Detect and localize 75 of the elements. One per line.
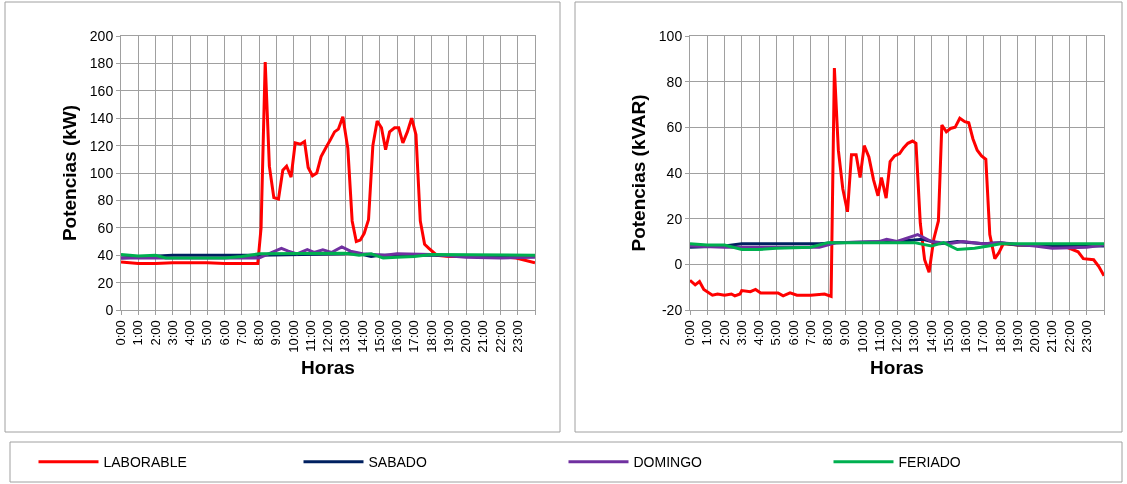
x-tick-label: 9:00: [837, 320, 853, 346]
y-axis-title: Potencias (kVAR): [627, 94, 649, 252]
y-axis-title: Potencias (kW): [58, 104, 80, 242]
y-tick-label: 40: [97, 247, 114, 264]
x-tick-label: 15:00: [940, 320, 956, 353]
x-tick-label: 20:00: [1027, 320, 1043, 353]
y-tick-label: 0: [674, 256, 683, 273]
x-tick-label: 0:00: [682, 320, 698, 346]
y-tick-label: -20: [661, 301, 683, 318]
x-tick-label: 4:00: [182, 320, 198, 346]
legend-label: SABADO: [368, 454, 427, 471]
x-tick-label: 10:00: [854, 320, 870, 353]
x-tick-label: 12:00: [320, 320, 336, 353]
y-tick-label: 40: [666, 164, 683, 181]
x-tick-label: 7:00: [802, 320, 818, 346]
x-tick-label: 16:00: [389, 320, 405, 353]
x-tick-label: 6:00: [785, 320, 801, 346]
x-tick-label: 9:00: [268, 320, 284, 346]
x-tick-label: 17:00: [406, 320, 422, 353]
y-tick-label: 20: [97, 274, 114, 291]
y-tick-label: 180: [89, 55, 114, 72]
y-tick-label: 60: [97, 219, 114, 236]
x-tick-label: 21:00: [1044, 320, 1060, 353]
x-tick-label: 10:00: [285, 320, 301, 353]
x-tick-label: 16:00: [958, 320, 974, 353]
legend-label: FERIADO: [898, 454, 961, 471]
x-tick-label: 1:00: [699, 320, 715, 346]
x-tick-label: 22:00: [1061, 320, 1077, 353]
x-tick-label: 8:00: [820, 320, 836, 346]
x-tick-label: 19:00: [1009, 320, 1025, 353]
x-tick-label: 23:00: [509, 320, 525, 353]
x-tick-label: 7:00: [233, 320, 249, 346]
y-tick-label: 100: [89, 164, 114, 181]
x-tick-label: 2:00: [147, 320, 163, 346]
x-tick-label: 15:00: [371, 320, 387, 353]
legend-label: DOMINGO: [633, 454, 703, 471]
x-tick-label: 20:00: [458, 320, 474, 353]
y-tick-label: 20: [666, 210, 683, 227]
x-tick-label: 17:00: [975, 320, 991, 353]
x-tick-label: 22:00: [492, 320, 508, 353]
x-tick-label: 21:00: [475, 320, 491, 353]
x-tick-label: 0:00: [113, 320, 129, 346]
x-axis-title: Horas: [870, 356, 924, 378]
x-tick-label: 14:00: [354, 320, 370, 353]
x-tick-label: 18:00: [423, 320, 439, 353]
y-tick-label: 60: [666, 119, 683, 136]
y-tick-label: 100: [658, 27, 683, 44]
x-tick-label: 6:00: [216, 320, 232, 346]
legend-label: LABORABLE: [103, 454, 187, 471]
x-tick-label: 1:00: [130, 320, 146, 346]
y-tick-label: 0: [105, 301, 114, 318]
x-tick-label: 2:00: [716, 320, 732, 346]
y-tick-label: 160: [89, 82, 114, 99]
x-tick-label: 3:00: [733, 320, 749, 346]
x-tick-label: 4:00: [751, 320, 767, 346]
x-tick-label: 14:00: [923, 320, 939, 353]
y-tick-label: 140: [89, 110, 114, 127]
x-tick-label: 19:00: [440, 320, 456, 353]
y-tick-label: 200: [89, 27, 114, 44]
x-tick-label: 23:00: [1078, 320, 1094, 353]
x-tick-label: 11:00: [871, 320, 887, 352]
y-tick-label: 120: [89, 137, 114, 154]
x-tick-label: 8:00: [251, 320, 267, 346]
x-tick-label: 13:00: [906, 320, 922, 353]
x-tick-label: 18:00: [992, 320, 1008, 353]
x-tick-label: 12:00: [889, 320, 905, 353]
x-tick-label: 3:00: [164, 320, 180, 346]
x-tick-label: 13:00: [337, 320, 353, 353]
x-tick-label: 5:00: [768, 320, 784, 346]
y-tick-label: 80: [97, 192, 114, 209]
y-tick-label: 80: [666, 73, 683, 90]
line-series: [690, 241, 1104, 251]
x-tick-label: 5:00: [199, 320, 215, 346]
x-tick-label: 11:00: [302, 320, 318, 352]
x-axis-title: Horas: [301, 356, 355, 378]
